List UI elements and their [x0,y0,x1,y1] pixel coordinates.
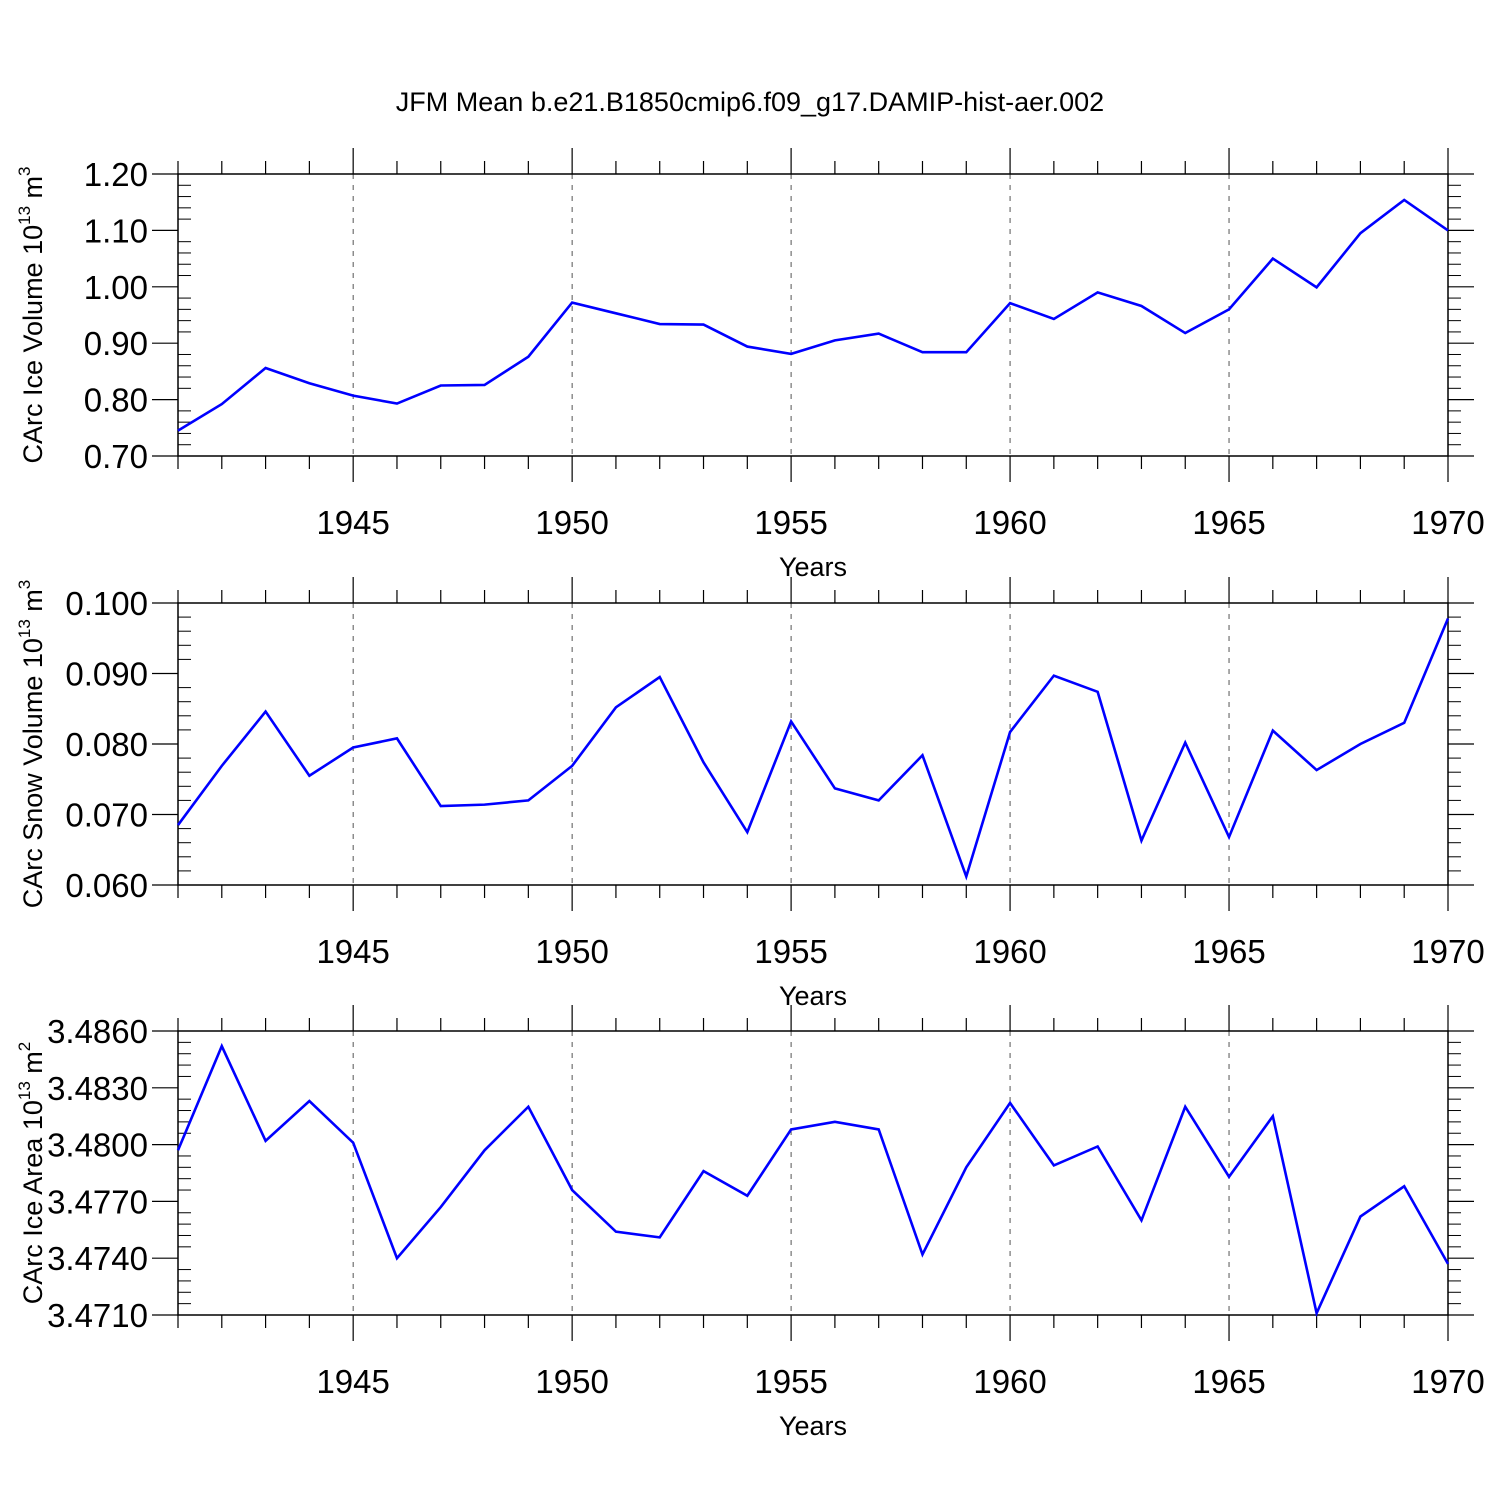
y-tick-label: 0.100 [65,585,148,622]
x-tick-label: 1970 [1411,1363,1484,1400]
x-tick-label: 1945 [316,933,389,970]
y-axis-title: CArc Snow Volume 1013 m3 [15,580,48,909]
x-tick-label: 1950 [535,933,608,970]
y-axis-title-main: CArc Snow Volume 10 [18,638,48,908]
y-axis-title-exponent: 13 [15,619,34,638]
y-axis-title-unit: m [18,1051,48,1081]
panel-2: 1945 1950 1955 1960 1965 1970 Years 0.060 0.070 0… [15,577,1485,1011]
y-axis-title-unit: m [18,589,48,619]
y-axis-title-main: CArc Ice Area 10 [18,1100,48,1304]
y-tick-label: 0.070 [65,797,148,834]
x-tick-label: 1945 [316,1363,389,1400]
series-line [176,1042,1450,1318]
y-tick-label: 0.80 [84,382,148,419]
plot-frame [177,173,1449,457]
panel-1: 1945 1950 1955 1960 1965 1970 Years 0.70 0.80 0.9… [15,148,1485,582]
y-tick-label: 3.4770 [47,1183,148,1220]
y-tick-label: 3.4830 [47,1070,148,1107]
y-tick-label: 3.4800 [47,1127,148,1164]
x-tick-label: 1960 [973,1363,1046,1400]
series-line [177,198,1449,432]
y-tick-label: 1.10 [84,212,148,249]
y-axis-title-main: CArc Ice Volume 10 [18,225,48,464]
y-axis-title-unit-exponent: 2 [15,1042,34,1051]
x-tick-label: 1950 [535,1363,608,1400]
x-tick-label: 1945 [316,504,389,541]
y-axis-title-unit-exponent: 3 [15,166,34,175]
x-tick-label: 1965 [1192,933,1265,970]
y-tick-label: 0.060 [65,867,148,904]
y-tick-label: 0.090 [65,656,148,693]
x-tick-label: 1965 [1192,1363,1265,1400]
x-axis-title: Years [779,981,847,1011]
plot-frame [177,1030,1449,1316]
y-axis-title: CArc Ice Area 1013 m2 [15,1042,48,1305]
x-tick-label: 1965 [1192,504,1265,541]
y-tick-label: 3.4740 [47,1240,148,1277]
x-axis-title: Years [779,1411,847,1441]
x-tick-label: 1970 [1411,933,1484,970]
series-line [176,618,1450,881]
x-tick-label: 1955 [754,1363,827,1400]
x-tick-label: 1955 [754,504,827,541]
y-axis-title-unit: m [18,176,48,206]
x-tick-label: 1970 [1411,504,1484,541]
x-tick-label: 1950 [535,504,608,541]
x-tick-label: 1955 [754,933,827,970]
x-tick-label: 1960 [973,504,1046,541]
y-tick-label: 3.4710 [47,1297,148,1334]
x-tick-label: 1960 [973,933,1046,970]
y-tick-label: 3.4860 [47,1013,148,1050]
y-tick-label: 0.90 [84,325,148,362]
y-tick-label: 1.00 [84,269,148,306]
y-axis-title-exponent: 13 [15,206,34,225]
y-tick-label: 0.080 [65,726,148,763]
panel-3: 1945 1950 1955 1960 1965 1970 Years 3.4710 3.474… [15,1005,1485,1441]
chart-title: JFM Mean b.e21.B1850cmip6.f09_g17.DAMIP-… [396,87,1104,117]
y-tick-label: 0.70 [84,438,148,475]
y-tick-label: 1.20 [84,156,148,193]
y-axis-title: CArc Ice Volume 1013 m3 [15,166,48,463]
y-axis-title-exponent: 13 [15,1081,34,1100]
x-axis-title: Years [779,552,847,582]
y-axis-title-unit-exponent: 3 [15,580,34,589]
